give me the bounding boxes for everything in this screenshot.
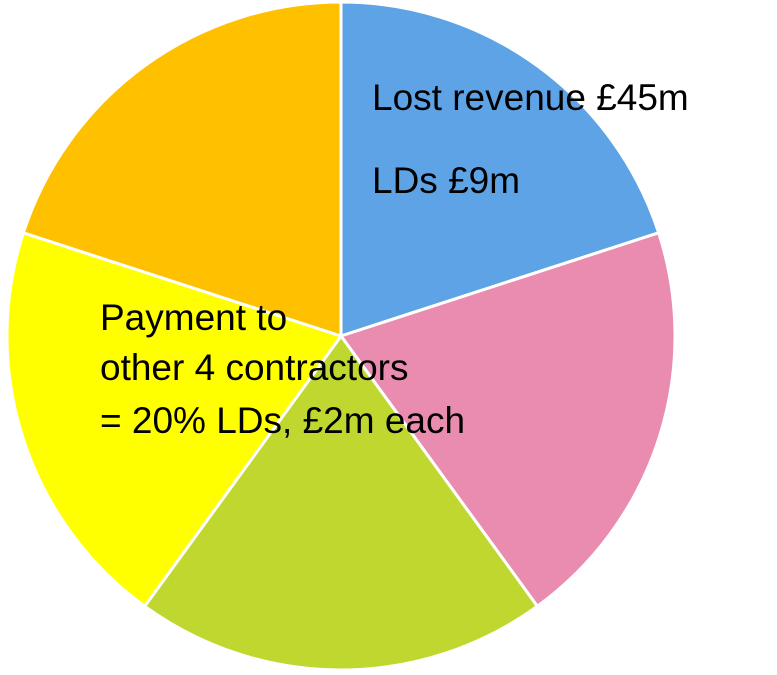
- annotation: LDs £9m: [372, 160, 520, 201]
- annotation: Payment to: [100, 297, 287, 338]
- pie-slice: [21, 0, 343, 338]
- pie-slice: [5, 231, 343, 608]
- annotation: other 4 contractors: [100, 347, 408, 388]
- pie-slice: [143, 334, 539, 672]
- pie-slice: [339, 231, 677, 608]
- annotation: Lost revenue £45m: [372, 77, 689, 118]
- pie: [5, 0, 677, 672]
- pie-slice: [339, 0, 661, 338]
- annotation: = 20% LDs, £2m each: [100, 400, 465, 441]
